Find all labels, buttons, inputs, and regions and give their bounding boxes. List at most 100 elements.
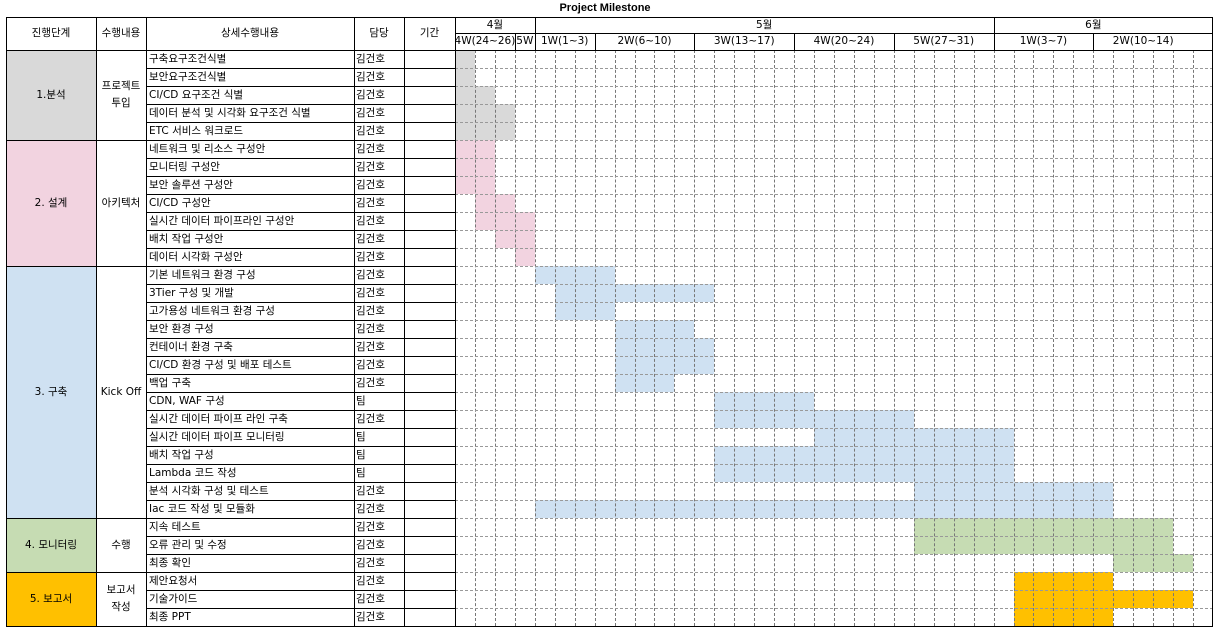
task-owner: 김건호 (356, 178, 385, 191)
grid-line (455, 33, 1213, 34)
grid-line (146, 374, 455, 375)
grid-line (455, 338, 1213, 339)
task-name: 배치 작업 구성안 (149, 232, 224, 245)
task-name: 구축요구조건식별 (149, 52, 227, 65)
phase-label: 3. 구축 (34, 385, 68, 398)
task-owner: 김건호 (356, 358, 385, 371)
grid-line (455, 17, 456, 626)
task-owner: 김건호 (356, 52, 385, 65)
task-owner: 김건호 (356, 268, 385, 281)
task-name: 배치 작업 구성 (149, 448, 214, 461)
header-phase: 진행단계 (31, 27, 71, 40)
gantt-bar (714, 446, 1014, 464)
grid-line (694, 33, 695, 50)
header-owner: 담당 (369, 27, 389, 40)
task-owner: 김건호 (356, 502, 385, 515)
phase-fill (6, 140, 96, 266)
grid-line (455, 194, 1213, 195)
grid-line (455, 212, 1213, 213)
header-detail: 상세수행내용 (221, 27, 279, 40)
task-owner: 김건호 (356, 88, 385, 101)
gantt-bar (1013, 590, 1194, 608)
task-owner: 김건호 (356, 160, 385, 173)
task-owner: 김건호 (356, 250, 385, 263)
gantt-bar (913, 536, 1174, 554)
grid-line (455, 608, 1213, 609)
grid-line (455, 518, 1213, 519)
activity-label: 프로젝트 투입 (101, 80, 141, 109)
grid-line (146, 518, 455, 519)
gantt-bar (614, 338, 715, 356)
grid-line (146, 140, 455, 141)
phase-label: 1.분석 (36, 88, 66, 101)
grid-line (146, 104, 455, 105)
task-name: 모니터링 구성안 (149, 160, 220, 173)
header-activity: 수행내용 (101, 27, 141, 40)
grid-line (146, 248, 455, 249)
grid-line (146, 302, 455, 303)
task-owner: 김건호 (356, 340, 385, 353)
grid-line (994, 17, 995, 33)
grid-line (455, 572, 1213, 573)
week-header: 4W(20~24) (813, 35, 875, 48)
task-name: 데이터 시각화 구성안 (149, 250, 243, 263)
task-name: CDN, WAF 구성 (149, 394, 225, 407)
task-owner: 김건호 (356, 232, 385, 245)
grid-line (404, 17, 405, 626)
week-header: 3W(13~17) (713, 35, 775, 48)
gantt-bar (614, 356, 715, 374)
grid-line (455, 122, 1213, 123)
grid-line (455, 176, 1213, 177)
task-name: 보안 환경 구성 (149, 322, 214, 335)
grid-line (146, 446, 455, 447)
task-name: 최종 PPT (149, 610, 191, 623)
week-header: 5W(27~31) (913, 35, 975, 48)
grid-line (894, 33, 895, 50)
task-owner: 김건호 (356, 286, 385, 299)
grid-line (455, 554, 1213, 555)
grid-line (1212, 17, 1213, 626)
week-header: 1W(1~3) (540, 35, 589, 48)
grid-line (146, 266, 455, 267)
gantt-bar (714, 392, 815, 410)
task-name: 고가용성 네트워크 환경 구성 (149, 304, 275, 317)
grid-line (146, 212, 455, 213)
grid-line (515, 33, 516, 50)
grid-line (455, 284, 1213, 285)
grid-line (455, 446, 1213, 447)
phase-fill (6, 572, 96, 626)
grid-line (455, 68, 1213, 69)
grid-line (6, 572, 146, 573)
grid-line (6, 626, 1213, 627)
task-name: 실시간 데이터 파이프라인 구성안 (149, 214, 295, 227)
task-name: 네트워크 및 리소스 구성안 (149, 142, 266, 155)
task-name: ETC 서비스 워크로드 (149, 124, 244, 137)
grid-line (146, 122, 455, 123)
grid-line (6, 140, 146, 141)
task-owner: 김건호 (356, 304, 385, 317)
grid-line (455, 248, 1213, 249)
week-header: 2W(6~10) (617, 35, 672, 48)
task-owner: 김건호 (356, 196, 385, 209)
grid-line (146, 176, 455, 177)
task-name: 기본 네트워크 환경 구성 (149, 268, 256, 281)
phase-label: 2. 설계 (34, 196, 68, 209)
gantt-bar (455, 122, 515, 140)
grid-line (6, 518, 146, 519)
grid-line (455, 464, 1213, 465)
task-name: 지속 테스트 (149, 520, 201, 533)
task-name: 컨테이너 환경 구축 (149, 340, 233, 353)
task-owner: 팀 (356, 430, 366, 443)
task-name: 최종 확인 (149, 556, 191, 569)
grid-line (146, 86, 455, 87)
gantt-bar (474, 212, 535, 230)
gantt-bar (514, 248, 535, 266)
task-owner: 김건호 (356, 556, 385, 569)
grid-line (146, 428, 455, 429)
task-owner: 김건호 (356, 214, 385, 227)
task-owner: 팀 (356, 394, 366, 407)
task-name: 실시간 데이터 파이프 모니터링 (149, 430, 285, 443)
grid-line (146, 500, 455, 501)
task-owner: 김건호 (356, 520, 385, 533)
